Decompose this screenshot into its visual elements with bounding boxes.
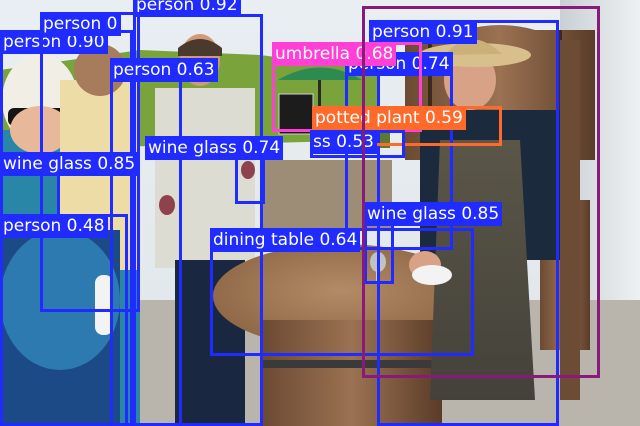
detection-label: person 0 [40,12,121,36]
detection-wine-glass-2: wine glass 0.85 [0,152,139,236]
detection-label: person 0.90 [0,30,108,54]
detection-person-7: person 0.48 [0,214,128,426]
detection-label: wine glass 0.74 [145,136,284,160]
tasting-sign [278,93,314,135]
detection-label: wine glass 0.85 [364,202,503,226]
detection-person-1: person 0.92 [133,0,263,426]
detection-wine-glass-1: wine glass 0.74 [145,136,284,204]
wine-glasses [159,161,386,282]
detection-label: wine glass 0.85 [0,152,139,176]
detection-wine-glass-3: wine glass 0.85 [364,202,503,284]
detection-label: person 0.63 [110,58,218,82]
detection-potted-plant: potted plant 0.59 [312,106,502,146]
detection-label: dining table 0.64 [210,228,361,252]
umbrella [278,67,362,80]
detection-label: ss 0.53 [310,130,377,154]
barrel-table-base [262,320,442,426]
detection-person-5: person 0.63 [110,58,218,426]
detection-glass-partial: ss 0.53 [310,130,405,158]
detection-dining-table: dining table 0.64 [210,228,474,356]
detection-label: potted plant 0.59 [312,106,466,130]
detection-label: person 0.91 [369,20,477,44]
detection-label: person 0.92 [133,0,241,17]
detection-label: person 0.48 [0,214,108,238]
detection-chair [362,6,600,378]
